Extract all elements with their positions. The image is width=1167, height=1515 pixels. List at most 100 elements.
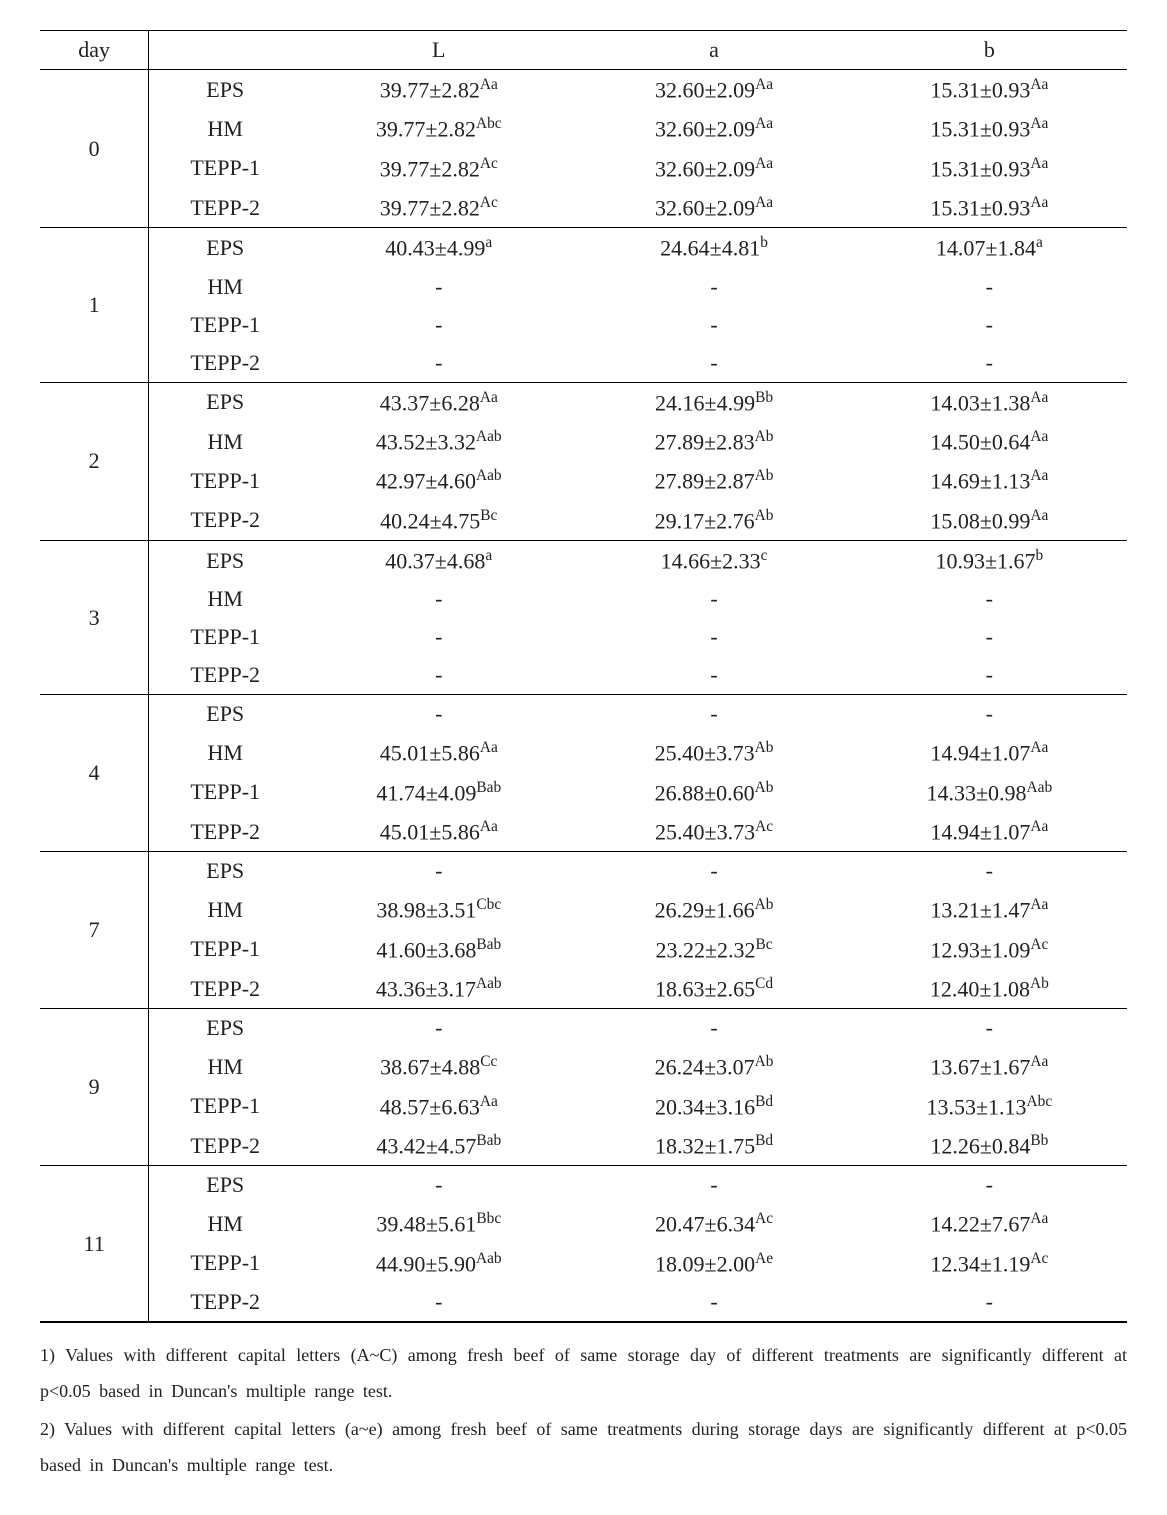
value-cell: 13.21±1.47Aa	[852, 890, 1127, 929]
header-row: day L a b	[40, 31, 1127, 70]
table-row: HM38.67±4.88Cc26.24±3.07Ab13.67±1.67Aa	[40, 1047, 1127, 1086]
table-row: HM39.77±2.82Abc32.60±2.09Aa15.31±0.93Aa	[40, 109, 1127, 148]
table-row: 11EPS---	[40, 1166, 1127, 1205]
table-row: TEPP-243.36±3.17Aab18.63±2.65Cd12.40±1.0…	[40, 969, 1127, 1009]
treatment-cell: TEPP-2	[149, 656, 301, 695]
value-cell: 41.60±3.68Bab	[301, 930, 576, 969]
value-cell: 32.60±2.09Aa	[576, 109, 851, 148]
value-cell: -	[576, 1283, 851, 1322]
table-row: TEPP-141.60±3.68Bab23.22±2.32Bc12.93±1.0…	[40, 930, 1127, 969]
value-cell: 25.40±3.73Ac	[576, 812, 851, 852]
treatment-cell: TEPP-2	[149, 188, 301, 228]
value-cell: 39.48±5.61Bbc	[301, 1204, 576, 1243]
table-row: 2EPS43.37±6.28Aa24.16±4.99Bb14.03±1.38Aa	[40, 382, 1127, 422]
value-cell: 14.94±1.07Aa	[852, 733, 1127, 772]
value-cell: -	[301, 656, 576, 695]
treatment-cell: EPS	[149, 382, 301, 422]
table-row: 4EPS---	[40, 695, 1127, 734]
value-cell: 18.63±2.65Cd	[576, 969, 851, 1009]
table-row: TEPP-2---	[40, 656, 1127, 695]
day-cell: 2	[40, 382, 149, 540]
value-cell: 27.89±2.87Ab	[576, 461, 851, 500]
treatment-cell: TEPP-2	[149, 344, 301, 383]
table-row: TEPP-142.97±4.60Aab27.89±2.87Ab14.69±1.1…	[40, 461, 1127, 500]
value-cell: 38.67±4.88Cc	[301, 1047, 576, 1086]
table-row: 3EPS40.37±4.68a14.66±2.33c10.93±1.67b	[40, 540, 1127, 580]
header-b: b	[852, 31, 1127, 70]
footnotes: 1) Values with different capital letters…	[40, 1337, 1127, 1483]
value-cell: -	[852, 618, 1127, 656]
table-row: TEPP-245.01±5.86Aa25.40±3.73Ac14.94±1.07…	[40, 812, 1127, 852]
value-cell: 24.16±4.99Bb	[576, 382, 851, 422]
treatment-cell: HM	[149, 422, 301, 461]
treatment-cell: TEPP-2	[149, 969, 301, 1009]
treatment-cell: TEPP-1	[149, 773, 301, 812]
value-cell: 39.77±2.82Abc	[301, 109, 576, 148]
value-cell: 14.07±1.84a	[852, 228, 1127, 268]
value-cell: -	[576, 268, 851, 306]
treatment-cell: HM	[149, 890, 301, 929]
table-row: TEPP-139.77±2.82Ac32.60±2.09Aa15.31±0.93…	[40, 149, 1127, 188]
value-cell: 24.64±4.81b	[576, 228, 851, 268]
value-cell: -	[576, 852, 851, 891]
table-row: 9EPS---	[40, 1009, 1127, 1048]
value-cell: 43.36±3.17Aab	[301, 969, 576, 1009]
value-cell: 39.77±2.82Ac	[301, 188, 576, 228]
header-treatment	[149, 31, 301, 70]
value-cell: 32.60±2.09Aa	[576, 149, 851, 188]
footnote-2: 2) Values with different capital letters…	[40, 1411, 1127, 1483]
value-cell: -	[576, 656, 851, 695]
value-cell: 12.26±0.84Bb	[852, 1126, 1127, 1166]
treatment-cell: TEPP-2	[149, 1283, 301, 1322]
value-cell: 15.31±0.93Aa	[852, 70, 1127, 110]
value-cell: -	[852, 1009, 1127, 1048]
treatment-cell: TEPP-1	[149, 1087, 301, 1126]
value-cell: 43.52±3.32Aab	[301, 422, 576, 461]
table-row: 7EPS---	[40, 852, 1127, 891]
value-cell: 14.94±1.07Aa	[852, 812, 1127, 852]
value-cell: 32.60±2.09Aa	[576, 70, 851, 110]
value-cell: 13.53±1.13Abc	[852, 1087, 1127, 1126]
value-cell: 42.97±4.60Aab	[301, 461, 576, 500]
treatment-cell: HM	[149, 1204, 301, 1243]
value-cell: 18.32±1.75Bd	[576, 1126, 851, 1166]
table-row: TEPP-144.90±5.90Aab18.09±2.00Ae12.34±1.1…	[40, 1244, 1127, 1283]
value-cell: 20.34±3.16Bd	[576, 1087, 851, 1126]
value-cell: 26.88±0.60Ab	[576, 773, 851, 812]
value-cell: 41.74±4.09Bab	[301, 773, 576, 812]
treatment-cell: TEPP-2	[149, 501, 301, 541]
value-cell: -	[576, 1166, 851, 1205]
treatment-cell: TEPP-1	[149, 930, 301, 969]
value-cell: 15.08±0.99Aa	[852, 501, 1127, 541]
value-cell: 43.37±6.28Aa	[301, 382, 576, 422]
day-cell: 0	[40, 70, 149, 228]
value-cell: 23.22±2.32Bc	[576, 930, 851, 969]
treatment-cell: TEPP-1	[149, 1244, 301, 1283]
table-body: 0EPS39.77±2.82Aa32.60±2.09Aa15.31±0.93Aa…	[40, 70, 1127, 1322]
value-cell: 45.01±5.86Aa	[301, 812, 576, 852]
value-cell: -	[852, 344, 1127, 383]
table-row: HM39.48±5.61Bbc20.47±6.34Ac14.22±7.67Aa	[40, 1204, 1127, 1243]
treatment-cell: HM	[149, 268, 301, 306]
data-table: day L a b 0EPS39.77±2.82Aa32.60±2.09Aa15…	[40, 30, 1127, 1323]
day-cell: 1	[40, 228, 149, 382]
treatment-cell: TEPP-1	[149, 306, 301, 344]
value-cell: 18.09±2.00Ae	[576, 1244, 851, 1283]
value-cell: -	[852, 1166, 1127, 1205]
value-cell: -	[852, 656, 1127, 695]
value-cell: -	[852, 306, 1127, 344]
value-cell: 45.01±5.86Aa	[301, 733, 576, 772]
value-cell: 14.22±7.67Aa	[852, 1204, 1127, 1243]
table-row: HM---	[40, 580, 1127, 618]
value-cell: 12.93±1.09Ac	[852, 930, 1127, 969]
treatment-cell: TEPP-1	[149, 149, 301, 188]
value-cell: 10.93±1.67b	[852, 540, 1127, 580]
table-row: TEPP-240.24±4.75Bc29.17±2.76Ab15.08±0.99…	[40, 501, 1127, 541]
header-L: L	[301, 31, 576, 70]
table-row: HM38.98±3.51Cbc26.29±1.66Ab13.21±1.47Aa	[40, 890, 1127, 929]
table-row: 0EPS39.77±2.82Aa32.60±2.09Aa15.31±0.93Aa	[40, 70, 1127, 110]
day-cell: 7	[40, 852, 149, 1009]
table-row: TEPP-141.74±4.09Bab26.88±0.60Ab14.33±0.9…	[40, 773, 1127, 812]
treatment-cell: EPS	[149, 695, 301, 734]
treatment-cell: EPS	[149, 70, 301, 110]
